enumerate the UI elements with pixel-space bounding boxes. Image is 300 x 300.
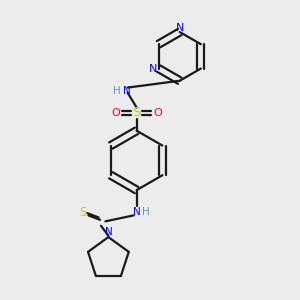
Text: S: S xyxy=(132,106,141,119)
Text: O: O xyxy=(111,108,120,118)
Text: H: H xyxy=(113,85,121,96)
Text: N: N xyxy=(149,64,158,74)
Text: N: N xyxy=(104,227,112,237)
Text: H: H xyxy=(142,207,150,218)
Text: S: S xyxy=(80,206,87,219)
Text: O: O xyxy=(153,108,162,118)
Text: N: N xyxy=(133,207,140,218)
Text: N: N xyxy=(123,85,131,96)
Text: N: N xyxy=(176,22,184,32)
